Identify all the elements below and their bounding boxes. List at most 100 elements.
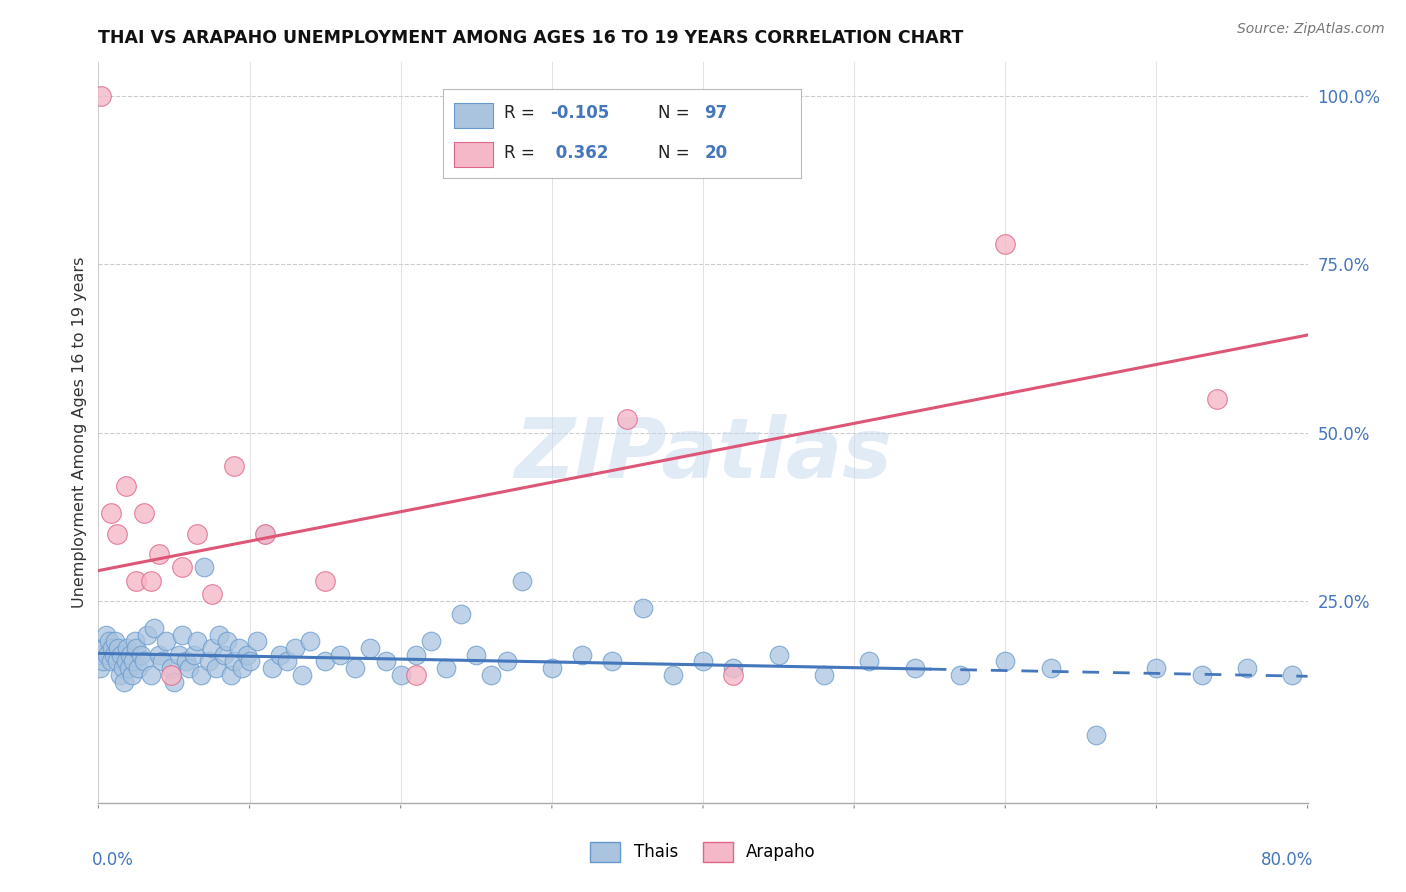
Point: [994, 237, 1017, 252]
Point: [768, 648, 790, 662]
Point: [858, 655, 880, 669]
Point: [91, 655, 114, 669]
Point: [122, 655, 145, 669]
Point: [132, 507, 155, 521]
Point: [253, 526, 276, 541]
Point: [141, 668, 163, 682]
Point: [231, 661, 253, 675]
Point: [1144, 661, 1167, 675]
Point: [692, 655, 714, 669]
Point: [170, 627, 193, 641]
Point: [262, 661, 284, 675]
Point: [208, 627, 231, 641]
Point: [314, 574, 336, 588]
Point: [314, 655, 336, 669]
Point: [121, 668, 143, 682]
Point: [1236, 661, 1258, 675]
Point: [481, 668, 503, 682]
Point: [115, 640, 138, 655]
Point: [193, 560, 215, 574]
Point: [100, 655, 122, 669]
Point: [167, 648, 190, 662]
Point: [148, 648, 170, 662]
Point: [108, 668, 131, 682]
Point: [114, 479, 136, 493]
Point: [450, 607, 472, 622]
Point: [101, 640, 124, 655]
Point: [904, 661, 927, 675]
Point: [135, 627, 157, 641]
Point: [344, 661, 367, 675]
Point: [179, 661, 201, 675]
Point: [105, 655, 128, 669]
Point: [150, 655, 173, 669]
Text: N =: N =: [658, 144, 695, 161]
Point: [114, 655, 136, 669]
Text: 0.362: 0.362: [551, 144, 609, 161]
Point: [212, 648, 235, 662]
Point: [98, 634, 121, 648]
Point: [111, 661, 134, 675]
Point: [510, 574, 533, 588]
Point: [253, 526, 276, 541]
Point: [205, 661, 228, 675]
Point: [93, 640, 115, 655]
Point: [215, 634, 238, 648]
Point: [661, 668, 683, 682]
Point: [174, 655, 197, 669]
Point: [183, 648, 205, 662]
Point: [104, 634, 127, 648]
Point: [90, 89, 112, 103]
Point: [602, 655, 624, 669]
Point: [120, 648, 142, 662]
Point: [329, 648, 352, 662]
Text: THAI VS ARAPAHO UNEMPLOYMENT AMONG AGES 16 TO 19 YEARS CORRELATION CHART: THAI VS ARAPAHO UNEMPLOYMENT AMONG AGES …: [98, 29, 963, 47]
Point: [186, 526, 208, 541]
Point: [89, 661, 111, 675]
Point: [405, 668, 427, 682]
Point: [420, 634, 443, 648]
Point: [186, 634, 208, 648]
Text: 80.0%: 80.0%: [1261, 851, 1313, 869]
Point: [1039, 661, 1062, 675]
Point: [125, 574, 148, 588]
Point: [190, 668, 212, 682]
Point: [143, 621, 166, 635]
Point: [110, 648, 132, 662]
Point: [374, 655, 396, 669]
Text: -0.105: -0.105: [551, 104, 610, 122]
Point: [112, 674, 135, 689]
Point: [540, 661, 562, 675]
Text: ZIPatlas: ZIPatlas: [515, 414, 891, 495]
Text: 20: 20: [704, 144, 728, 161]
Point: [132, 655, 155, 669]
Point: [201, 587, 224, 601]
Point: [269, 648, 291, 662]
Point: [107, 640, 129, 655]
Point: [170, 560, 193, 574]
Point: [246, 634, 269, 648]
Point: [124, 634, 146, 648]
Point: [224, 655, 246, 669]
Point: [284, 640, 307, 655]
Point: [94, 627, 117, 641]
Point: [571, 648, 593, 662]
Point: [616, 412, 638, 426]
Point: [994, 655, 1017, 669]
Point: [118, 661, 141, 675]
Point: [160, 668, 183, 682]
Point: [631, 600, 654, 615]
Point: [239, 655, 262, 669]
Text: R =: R =: [503, 104, 540, 122]
Point: [141, 574, 163, 588]
Point: [405, 648, 427, 662]
Text: R =: R =: [503, 144, 540, 161]
Point: [160, 661, 183, 675]
Point: [813, 668, 835, 682]
Point: [100, 507, 122, 521]
Legend: Thais, Arapaho: Thais, Arapaho: [583, 835, 823, 869]
Point: [197, 655, 219, 669]
Point: [299, 634, 322, 648]
Point: [201, 640, 224, 655]
Text: 97: 97: [704, 104, 728, 122]
